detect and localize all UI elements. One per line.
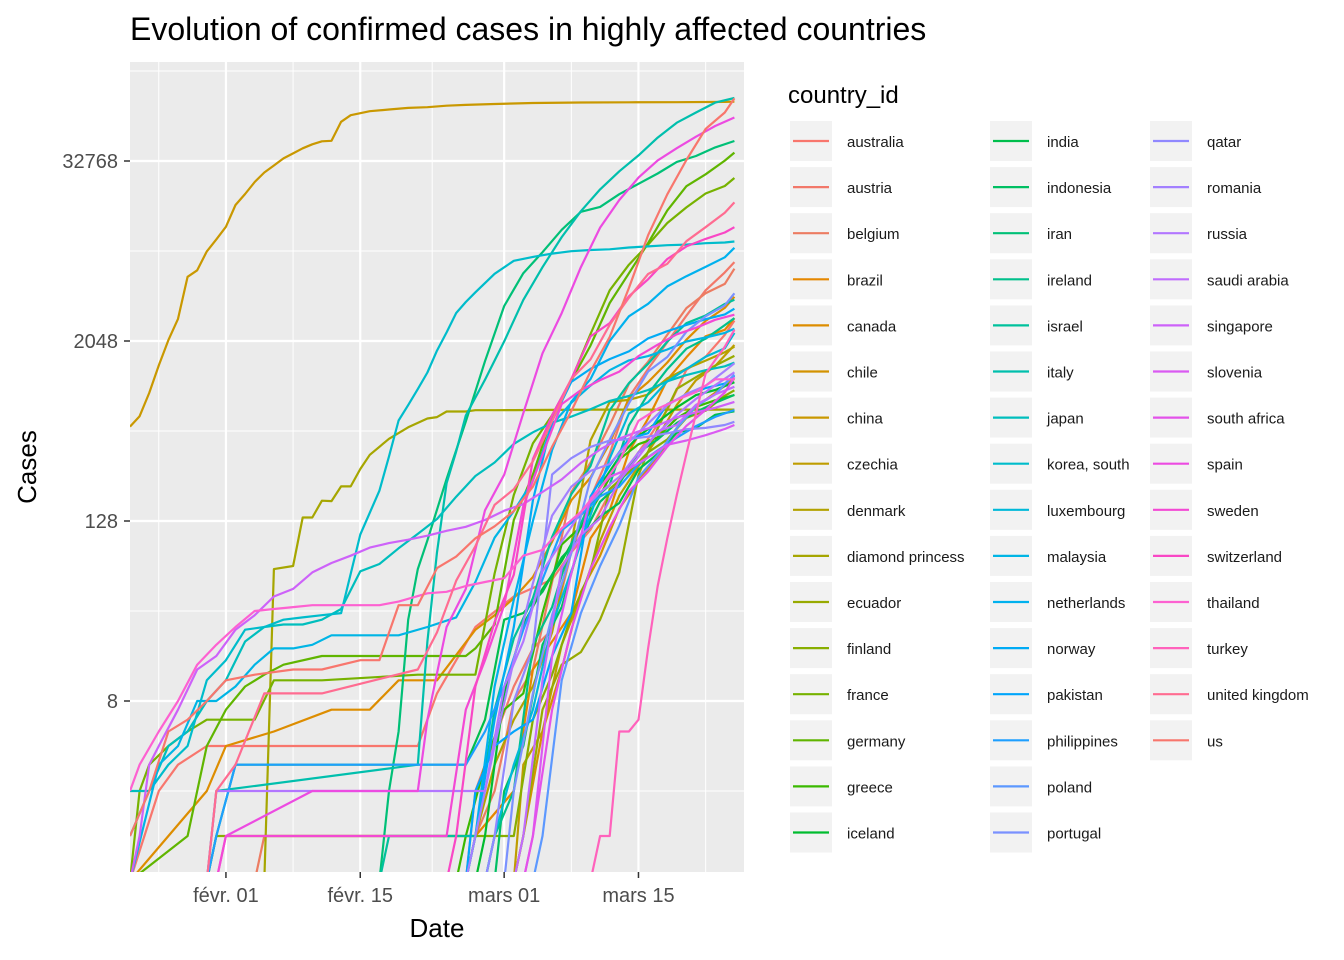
series-line-slovenia <box>524 423 735 872</box>
series-line-germany <box>139 151 736 872</box>
series-line-switzerland <box>447 226 735 872</box>
legend-label: luxembourg <box>1047 503 1125 520</box>
legend-label: us <box>1207 733 1223 750</box>
legend-label: ireland <box>1047 272 1092 289</box>
legend-label: thailand <box>1207 595 1260 612</box>
series-line-canada <box>136 296 736 872</box>
legend-label: norway <box>1047 641 1096 658</box>
legend-label: sweden <box>1207 503 1259 520</box>
legend-label: greece <box>847 779 893 796</box>
x-tick-label: févr. 15 <box>327 885 393 907</box>
series-line-turkey <box>591 329 736 872</box>
legend-label: iceland <box>847 826 895 843</box>
series-line-norway <box>466 307 735 872</box>
chart-title: Evolution of confirmed cases in highly a… <box>130 11 926 47</box>
y-tick-label: 2048 <box>74 331 119 353</box>
series-line-finland <box>207 389 735 872</box>
y-axis: 8 128 2048 32768 <box>62 151 130 713</box>
legend-label: finland <box>847 641 891 658</box>
series-line-china <box>130 100 735 428</box>
x-tick-label: mars 15 <box>602 885 674 907</box>
legend-label: australia <box>847 134 904 151</box>
legend-label: france <box>847 687 889 704</box>
legend-label: pakistan <box>1047 687 1103 704</box>
series-line-netherlands <box>466 247 736 872</box>
legend-label: china <box>847 411 884 428</box>
legend-label: belgium <box>847 226 900 243</box>
x-tick-label: mars 01 <box>468 885 540 907</box>
series-line-singapore <box>130 400 735 872</box>
series-line-diamond-princess <box>263 408 735 872</box>
legend-label: singapore <box>1207 318 1273 335</box>
legend-label: austria <box>847 180 893 197</box>
legend-label: malaysia <box>1047 549 1107 566</box>
legend-label: denmark <box>847 503 906 520</box>
legend-label: romania <box>1207 180 1262 197</box>
legend-label: brazil <box>847 272 883 289</box>
series-line-korea-south <box>130 240 735 837</box>
legend-label: canada <box>847 318 897 335</box>
legend-label: turkey <box>1207 641 1248 658</box>
legend-label: portugal <box>1047 826 1101 843</box>
legend-label: saudi arabia <box>1207 272 1289 289</box>
legend-label: netherlands <box>1047 595 1125 612</box>
legend-label: ecuador <box>847 595 901 612</box>
grid-minor <box>130 62 744 872</box>
legend-label: korea, south <box>1047 457 1130 474</box>
series-line-qatar <box>485 420 735 872</box>
series-line-italy <box>206 96 735 872</box>
y-tick-label: 128 <box>85 511 118 533</box>
legend-label: iran <box>1047 226 1072 243</box>
legend-label: germany <box>847 733 906 750</box>
series-line-ecuador <box>514 354 735 872</box>
legend-label: chile <box>847 365 878 382</box>
series-group <box>130 96 736 872</box>
y-tick-label: 8 <box>107 691 118 713</box>
y-tick-label: 32768 <box>62 151 118 173</box>
x-axis-title: Date <box>410 913 465 943</box>
legend: australia austria belgium brazil canada chile… <box>790 121 1309 853</box>
legend-label: indonesia <box>1047 180 1112 197</box>
legend-label: philippines <box>1047 733 1118 750</box>
legend-label: italy <box>1047 365 1074 382</box>
series-line-luxembourg <box>485 332 736 872</box>
grid-major <box>130 62 744 872</box>
legend-label: czechia <box>847 457 899 474</box>
series-line-saudi-arabia <box>514 385 735 872</box>
series-line-us <box>130 97 736 837</box>
legend-label: israel <box>1047 318 1083 335</box>
x-axis: févr. 01 févr. 15 mars 01 mars 15 <box>193 872 675 907</box>
series-line-thailand <box>130 378 735 792</box>
legend-label: spain <box>1207 457 1243 474</box>
series-line-denmark <box>466 345 735 872</box>
series-line-spain <box>217 116 735 872</box>
legend-title: country_id <box>788 82 899 109</box>
legend-label: slovenia <box>1207 365 1263 382</box>
series-line-iran <box>379 139 735 872</box>
legend-label: united kingdom <box>1207 687 1309 704</box>
legend-label: qatar <box>1207 134 1241 151</box>
y-axis-title: Cases <box>12 430 42 504</box>
legend-label: south africa <box>1207 411 1285 428</box>
series-line-sweden <box>217 313 735 872</box>
series-line-portugal <box>504 292 736 872</box>
x-tick-label: févr. 01 <box>193 885 259 907</box>
legend-label: japan <box>1046 411 1084 428</box>
legend-label: india <box>1047 134 1079 151</box>
legend-label: russia <box>1207 226 1248 243</box>
legend-label: diamond princess <box>847 549 965 566</box>
legend-label: switzerland <box>1207 549 1282 566</box>
series-line-malaysia <box>131 327 735 872</box>
series-line-czechia <box>513 344 736 872</box>
series-line-south-africa <box>524 376 736 872</box>
series-line-romania <box>466 362 736 872</box>
series-line-united-kingdom <box>206 201 736 872</box>
legend-label: poland <box>1047 779 1092 796</box>
